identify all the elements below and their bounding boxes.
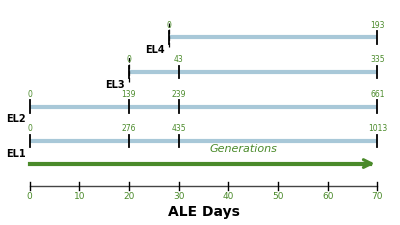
Text: 193: 193 bbox=[370, 21, 384, 30]
Text: 50: 50 bbox=[272, 192, 284, 201]
Text: Generations: Generations bbox=[209, 144, 277, 154]
Text: 30: 30 bbox=[173, 192, 184, 201]
Text: 0: 0 bbox=[27, 124, 32, 133]
Text: 40: 40 bbox=[223, 192, 234, 201]
Text: 1013: 1013 bbox=[368, 124, 387, 133]
Text: 0: 0 bbox=[27, 192, 32, 201]
Text: 435: 435 bbox=[171, 124, 186, 133]
Text: ALE Days: ALE Days bbox=[168, 205, 239, 219]
Text: 0: 0 bbox=[166, 21, 171, 30]
Text: 20: 20 bbox=[123, 192, 135, 201]
Text: EL1: EL1 bbox=[6, 149, 26, 159]
Text: 239: 239 bbox=[171, 90, 186, 99]
Text: 0: 0 bbox=[27, 90, 32, 99]
Text: 335: 335 bbox=[370, 55, 385, 64]
Text: 60: 60 bbox=[322, 192, 334, 201]
Text: 139: 139 bbox=[122, 90, 136, 99]
Text: 70: 70 bbox=[372, 192, 383, 201]
Text: 276: 276 bbox=[122, 124, 136, 133]
Text: 0: 0 bbox=[126, 55, 131, 64]
Text: 10: 10 bbox=[74, 192, 85, 201]
Text: 661: 661 bbox=[370, 90, 384, 99]
Text: EL3: EL3 bbox=[105, 79, 125, 90]
Text: EL4: EL4 bbox=[145, 45, 165, 55]
Text: EL2: EL2 bbox=[6, 114, 26, 124]
Text: 43: 43 bbox=[174, 55, 184, 64]
